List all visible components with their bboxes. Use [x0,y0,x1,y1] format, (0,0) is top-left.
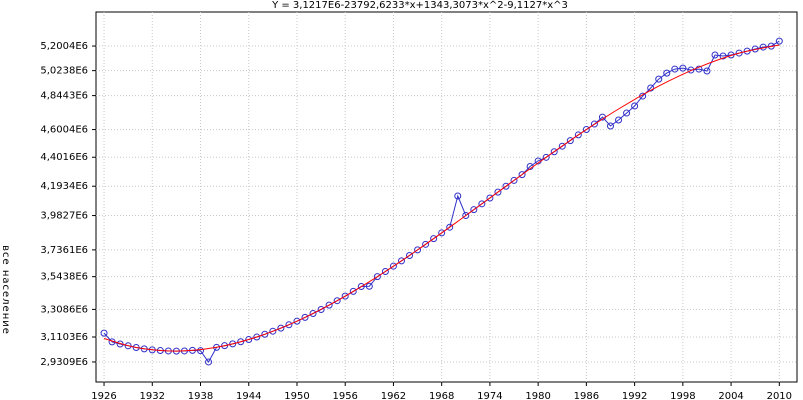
data-point [566,137,574,145]
y-tick-label: 3,3086E6 [40,304,88,315]
data-point [550,148,558,156]
data-point [357,283,365,291]
data-point [454,192,462,200]
data-point [510,176,518,184]
x-tick-label: 1932 [140,391,165,400]
data-point [446,223,454,231]
x-tick-label: 1968 [429,391,454,400]
data-point [261,330,269,338]
data-point [703,67,711,75]
x-tick-label: 1926 [91,391,116,400]
data-point [430,235,438,243]
data-point [317,305,325,313]
y-tick-label: 2,9309E6 [40,357,88,368]
data-point [269,327,277,335]
x-tick-label: 2010 [767,391,792,400]
data-point [438,229,446,237]
x-tick-label: 1956 [332,391,357,400]
data-point [518,171,526,179]
data-point [245,336,253,344]
data-point [381,267,389,275]
data-point [253,333,261,341]
data-point [349,287,357,295]
x-tick-label: 1986 [574,391,599,400]
data-point [301,313,309,321]
data-point [542,153,550,161]
y-tick-label: 3,7361E6 [40,245,88,256]
y-tick-label: 5,2004E6 [40,41,88,52]
data-point [389,262,397,270]
x-tick-label: 1962 [381,391,406,400]
data-point [486,194,494,202]
data-point [775,37,783,45]
data-point [582,125,590,133]
data-point [695,65,703,73]
data-point [719,52,727,60]
data-point [478,200,486,208]
data-point [365,282,373,290]
data-point [373,273,381,281]
data-point [631,102,639,110]
data-point [606,122,614,130]
data-point [623,109,631,117]
x-tick-label: 1980 [525,391,550,400]
data-point [494,188,502,196]
data-point [406,251,414,259]
data-point [197,347,205,355]
data-point [100,329,108,337]
y-axis-label: все население [0,245,11,335]
data-point [590,120,598,128]
x-tick-label: 1998 [670,391,695,400]
data-point [502,182,510,190]
data-point [655,75,663,83]
data-point [333,297,341,305]
data-point [221,342,229,350]
data-point [615,116,623,124]
y-tick-label: 4,8443E6 [40,91,88,102]
y-tick-label: 3,5438E6 [40,272,88,283]
y-tick-label: 3,9827E6 [40,211,88,222]
x-tick-label: 2004 [718,391,743,400]
data-point [647,84,655,92]
fit-line [103,44,780,352]
data-point [309,310,317,318]
data-point [663,69,671,77]
data-point [679,64,687,72]
data-point [277,324,285,332]
x-tick-label: 1938 [188,391,213,400]
data-point [341,292,349,300]
y-tick-label: 4,6004E6 [40,125,88,136]
data-point [574,131,582,139]
chart-title: Y = 3,1217E6-23792,6233*x+1343,3073*x^2-… [271,0,568,11]
data-point [422,240,430,248]
x-tick-label: 1974 [477,391,502,400]
data-point [325,301,333,309]
data-point [229,340,237,348]
data-point [462,212,470,220]
x-tick-label: 1950 [284,391,309,400]
data-point [124,342,132,350]
data-point [237,338,245,346]
y-tick-label: 4,1934E6 [40,181,88,192]
x-tick-label: 1944 [236,391,261,400]
data-point [414,246,422,254]
data-point [711,51,719,59]
y-tick-label: 4,4016E6 [40,152,88,163]
data-point [558,142,566,150]
data-point [205,358,213,366]
x-tick-label: 1992 [622,391,647,400]
y-tick-label: 3,1103E6 [40,332,88,343]
plot-frame [95,11,798,383]
data-point [735,49,743,57]
data-point [397,257,405,265]
data-point [293,317,301,325]
data-point [470,206,478,214]
data-point [687,66,695,74]
data-point [285,321,293,329]
data-point [671,65,679,73]
y-tick-label: 5,0238E6 [40,66,88,77]
data-point [743,47,751,55]
